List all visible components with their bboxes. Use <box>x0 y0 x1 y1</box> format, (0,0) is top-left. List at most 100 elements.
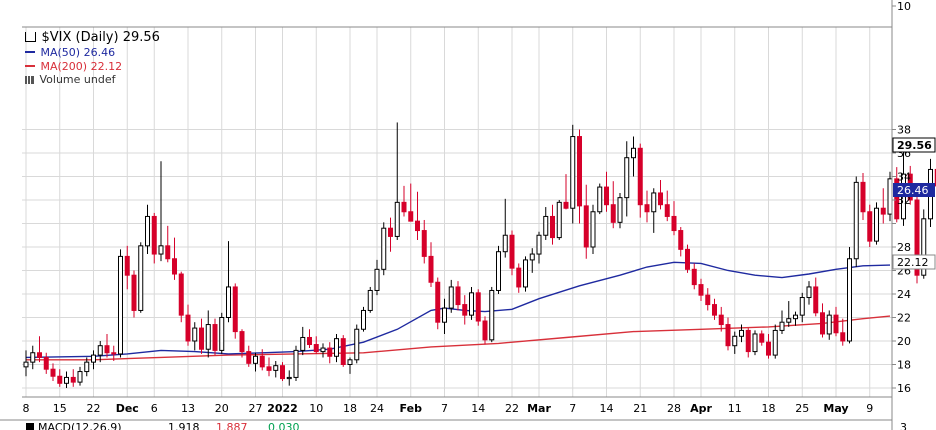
candle-body <box>50 368 56 377</box>
macd-axis-tick: 3 <box>900 421 907 430</box>
x-tick-label: 22 <box>505 402 519 415</box>
x-tick-label: May <box>823 402 848 415</box>
candle-body <box>745 329 751 353</box>
x-tick-label: 14 <box>471 402 485 415</box>
candle-body <box>367 289 373 311</box>
candle-body <box>145 215 150 247</box>
candle-body <box>381 227 387 270</box>
candle-body <box>685 248 690 270</box>
ma50-line <box>25 261 891 359</box>
candle-body <box>705 294 711 306</box>
candle-body <box>847 258 852 342</box>
candle-body <box>482 320 488 341</box>
candle-body <box>469 292 474 316</box>
candle-body <box>192 327 198 342</box>
candle-body <box>232 286 238 333</box>
candle-body <box>725 324 731 347</box>
candle-body <box>779 321 785 331</box>
candle-body <box>691 268 697 286</box>
candle-body <box>280 365 285 380</box>
candle-body <box>273 365 279 371</box>
legend-ma50-row: MA(50) 26.46 <box>25 46 115 59</box>
candle-body <box>394 201 400 237</box>
candle-body <box>475 292 481 322</box>
macd-label: MACD(12,26,9) 1.918 1.887 0.030 3 <box>26 421 907 430</box>
y-tick-label: 38 <box>897 124 911 137</box>
x-tick-label: 6 <box>151 402 158 415</box>
candle-body <box>43 356 49 370</box>
x-tick-label: 7 <box>569 402 576 415</box>
x-tick-label: Mar <box>527 402 551 415</box>
candle-body <box>455 286 461 306</box>
ma50-swatch-icon <box>25 51 35 53</box>
candle-body <box>435 281 441 323</box>
y-tick-label: 22 <box>897 312 911 325</box>
x-tick-label: 7 <box>441 402 448 415</box>
candle-body <box>415 220 420 232</box>
candle-body <box>131 274 137 311</box>
candle-body <box>806 286 812 299</box>
candle-body <box>354 328 360 361</box>
y-tick-label: 10 <box>897 0 911 13</box>
ma200-line-group <box>26 315 891 361</box>
candle-body <box>894 178 900 220</box>
candle-body <box>509 234 515 269</box>
y-tick-label: 28 <box>897 241 911 254</box>
candles-group <box>23 122 936 388</box>
candle-body <box>799 297 805 316</box>
candle-body <box>556 201 562 239</box>
x-tick-label: 8 <box>23 402 30 415</box>
x-tick-label: 9 <box>866 402 873 415</box>
last-price-label: 29.56 <box>892 137 936 153</box>
candle-body <box>178 273 184 316</box>
candle-body <box>313 344 319 353</box>
candle-body <box>718 314 724 326</box>
macd-value-1: 1.918 <box>168 421 200 430</box>
candle-body <box>428 255 434 283</box>
x-axis-ticks: 8 15 22 Dec 6 13 20 27 2022 10 18 24 Feb 7 14 22 Mar 7 14 2… <box>23 402 874 415</box>
ma50-line-group <box>25 261 891 359</box>
candle-body <box>91 354 96 363</box>
candle-body <box>23 361 29 368</box>
candle-body <box>462 304 468 316</box>
candle-body <box>408 211 414 222</box>
candle-body <box>293 349 299 378</box>
ma50-end-label: 26.46 <box>893 183 935 197</box>
candle-body <box>651 192 657 213</box>
candle-body <box>644 204 650 213</box>
candle-body <box>759 333 765 343</box>
legend-ma200: MA(200) 22.12 <box>40 60 123 73</box>
candle-body <box>880 207 886 215</box>
candle-body <box>860 181 866 213</box>
y-tick-label: 24 <box>897 288 911 301</box>
candle-body <box>374 268 380 291</box>
candle-body <box>307 336 312 346</box>
candle-body <box>448 286 454 309</box>
candle-body <box>671 215 677 232</box>
x-tick-label: 15 <box>53 402 67 415</box>
candle-body <box>253 355 258 364</box>
y-tick-label: 20 <box>897 335 911 348</box>
candle-body <box>631 147 636 159</box>
x-tick-label: 21 <box>633 402 647 415</box>
candle-body <box>340 338 346 365</box>
x-tick-label: 25 <box>795 402 809 415</box>
x-tick-label: 2022 <box>267 402 298 415</box>
candle-body <box>70 376 76 383</box>
candle-body <box>138 245 144 311</box>
ma200-swatch-icon <box>25 65 35 67</box>
candle-body <box>320 347 326 353</box>
legend-title: $VIX (Daily) 29.56 <box>41 30 160 45</box>
legend-volume-row: Volume undef <box>25 73 115 86</box>
candle-body <box>887 178 893 215</box>
candle-body <box>259 355 265 368</box>
volume-bars-icon <box>25 76 34 84</box>
candle-body <box>212 324 218 351</box>
candle-body <box>732 335 738 347</box>
x-tick-label: 18 <box>343 402 357 415</box>
ma200-end-text: 22.12 <box>897 256 929 269</box>
legend-ma200-row: MA(200) 22.12 <box>25 60 122 73</box>
y-tick-label: 18 <box>897 359 911 372</box>
candle-body <box>813 286 819 314</box>
